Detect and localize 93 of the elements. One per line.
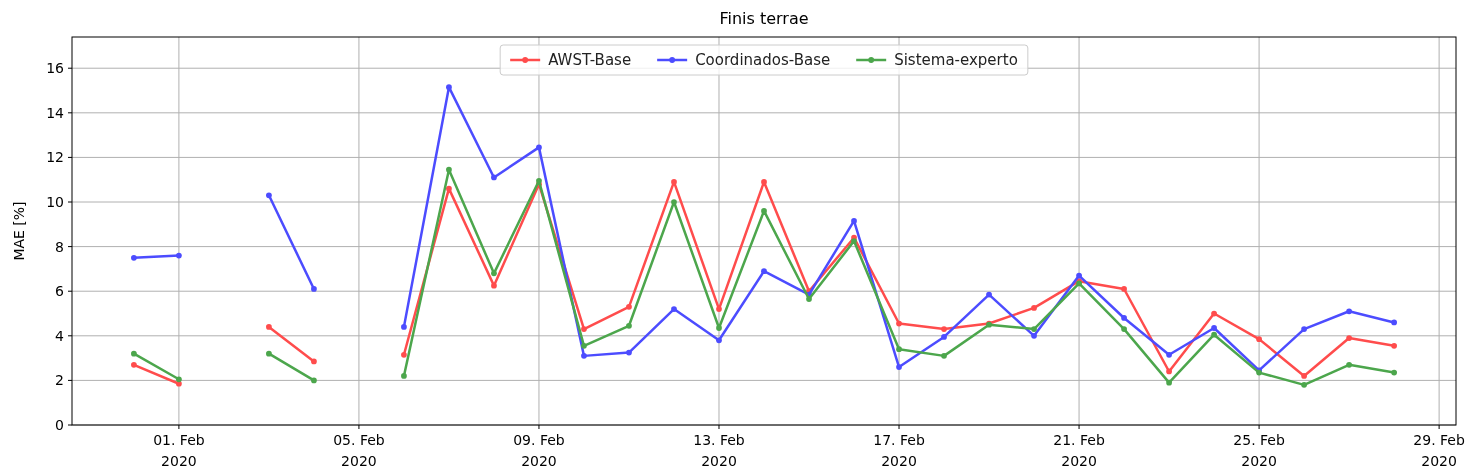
x-tick-label: 25. Feb 2020 (1233, 432, 1285, 469)
point (1301, 326, 1307, 332)
point (1121, 315, 1127, 321)
point (1076, 272, 1082, 279)
point (446, 166, 452, 173)
x-tick-label: 09. Feb 2020 (513, 432, 565, 469)
point (896, 320, 902, 327)
point (1391, 369, 1397, 376)
point (806, 296, 812, 302)
point (581, 326, 587, 332)
point (446, 185, 452, 192)
point (131, 361, 137, 368)
point (851, 218, 857, 224)
point (536, 144, 542, 151)
legend-label: Sistema-experto (894, 51, 1018, 70)
legend-label: AWST-Base (548, 51, 632, 70)
point (491, 174, 497, 181)
y-tick-label: 16 (46, 60, 65, 77)
point (131, 254, 137, 261)
point (401, 324, 407, 330)
point (626, 349, 632, 356)
point (266, 192, 272, 199)
point (1301, 373, 1307, 379)
point (131, 350, 137, 357)
point (1211, 325, 1217, 331)
point (491, 282, 497, 289)
y-tick-label: 6 (55, 283, 65, 300)
y-tick-label: 4 (55, 327, 65, 344)
point (176, 376, 182, 383)
point (401, 373, 407, 379)
point (311, 377, 317, 384)
point (761, 208, 767, 214)
point (176, 252, 182, 259)
y-tick-label: 10 (46, 193, 64, 210)
x-tick-label: 01. Feb 2020 (153, 432, 205, 469)
y-tick-label: 2 (55, 372, 64, 389)
point (761, 179, 767, 185)
point (491, 270, 497, 277)
point (446, 84, 452, 91)
point (1121, 326, 1127, 332)
point (1301, 381, 1307, 388)
x-tick-label: 21. Feb 2020 (1053, 432, 1105, 469)
y-tick-label: 8 (55, 238, 64, 255)
point (1256, 336, 1262, 343)
point (941, 334, 947, 340)
point (1166, 379, 1172, 386)
point (716, 306, 722, 312)
point (1391, 342, 1397, 349)
point (941, 353, 947, 359)
point (176, 380, 182, 387)
y-tick-label: 0 (55, 416, 64, 433)
y-axis-title: MAE [%] (11, 201, 27, 261)
point (626, 322, 632, 329)
point (581, 353, 587, 359)
point (1031, 326, 1037, 332)
point (1346, 361, 1352, 368)
point (1391, 319, 1397, 326)
chart-title: Finis terrae (719, 9, 809, 28)
point (716, 325, 722, 331)
x-tick-label: 17. Feb 2020 (873, 432, 925, 469)
point (401, 351, 407, 358)
point (1211, 310, 1217, 317)
point (266, 350, 272, 357)
point (1121, 286, 1127, 292)
point (1166, 368, 1172, 375)
point (1166, 351, 1172, 358)
point (1031, 305, 1037, 311)
y-tick-label: 14 (46, 104, 65, 121)
point (266, 324, 272, 330)
x-tick-label: 13. Feb 2020 (693, 432, 745, 469)
point (1346, 308, 1352, 315)
legend-label: Coordinados-Base (695, 51, 831, 70)
point (581, 342, 587, 349)
point (986, 291, 992, 298)
point (761, 268, 767, 275)
point (536, 177, 542, 184)
x-tick-label: 29. Feb 2020 (1413, 432, 1465, 469)
point (941, 326, 947, 332)
point (716, 337, 722, 344)
point (311, 358, 317, 365)
point (311, 286, 317, 292)
point (671, 179, 677, 185)
point (671, 306, 677, 312)
y-tick-label: 12 (46, 149, 64, 166)
point (671, 199, 677, 205)
point (851, 238, 857, 244)
point (896, 346, 902, 353)
point (896, 364, 902, 370)
point (626, 303, 632, 310)
x-tick-label: 05. Feb 2020 (333, 432, 385, 469)
point (1346, 335, 1352, 341)
point (1211, 331, 1217, 338)
point (1031, 332, 1037, 339)
